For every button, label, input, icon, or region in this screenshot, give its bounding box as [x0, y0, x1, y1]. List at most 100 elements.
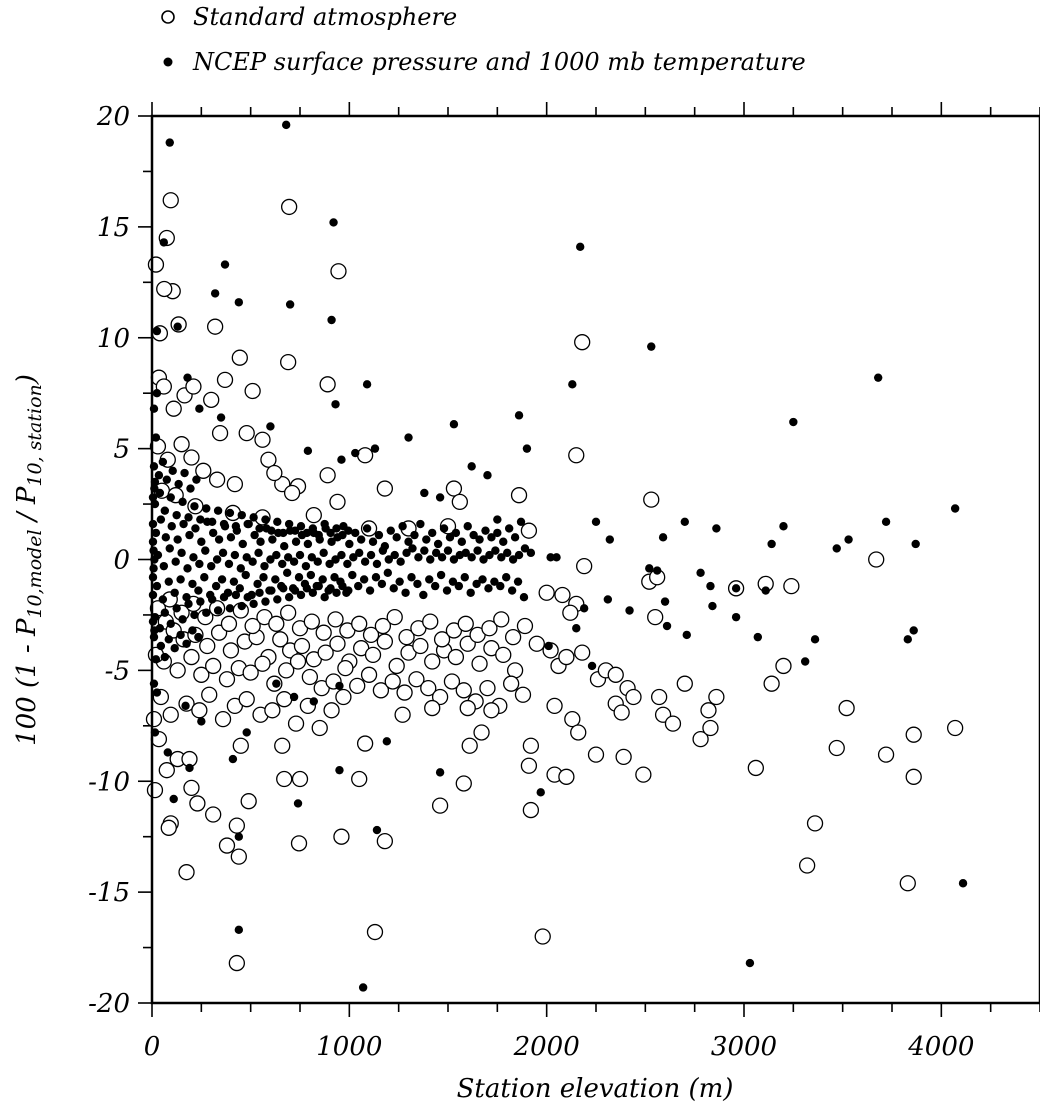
point-ncep	[291, 537, 301, 546]
point-ncep	[283, 553, 293, 562]
point-ncep	[282, 568, 292, 578]
point-standard-atmosphere	[394, 706, 411, 723]
point-standard-atmosphere	[587, 746, 605, 763]
point-standard-atmosphere	[214, 711, 232, 728]
point-ncep	[708, 601, 717, 611]
point-ncep	[469, 530, 478, 540]
point-standard-atmosphere	[228, 954, 246, 972]
point-ncep	[207, 595, 217, 604]
point-ncep	[152, 388, 162, 398]
point-ncep	[294, 573, 304, 582]
point-standard-atmosphere	[783, 577, 800, 595]
point-standard-atmosphere	[422, 613, 439, 630]
point-standard-atmosphere	[362, 626, 380, 644]
point-ncep	[280, 541, 289, 551]
point-ncep	[214, 535, 224, 544]
point-ncep	[308, 524, 318, 533]
point-ncep	[242, 553, 251, 562]
point-ncep	[194, 586, 203, 595]
y-tick-label: -15	[88, 878, 130, 908]
point-ncep	[326, 528, 335, 538]
point-standard-atmosphere	[502, 675, 520, 692]
point-ncep	[473, 546, 482, 555]
point-ncep	[526, 548, 536, 558]
point-standard-atmosphere	[289, 653, 307, 670]
point-ncep	[285, 300, 295, 309]
point-ncep	[404, 537, 413, 546]
point-ncep	[454, 581, 464, 591]
point-standard-atmosphere	[301, 668, 319, 686]
point-ncep	[467, 462, 476, 471]
point-ncep	[389, 584, 398, 593]
point-ncep	[163, 748, 172, 757]
point-ncep	[151, 433, 161, 442]
point-ncep	[190, 610, 199, 620]
point-ncep	[259, 573, 268, 582]
point-ncep	[284, 519, 294, 529]
point-standard-atmosphere	[238, 424, 255, 442]
point-ncep	[228, 754, 238, 764]
point-ncep	[201, 546, 210, 555]
point-ncep	[181, 701, 190, 711]
point-standard-atmosphere	[806, 815, 824, 832]
point-ncep	[436, 570, 446, 580]
point-ncep	[682, 630, 691, 640]
point-ncep	[179, 519, 188, 529]
point-standard-atmosphere	[520, 522, 538, 539]
point-ncep	[420, 488, 429, 498]
point-ncep	[572, 624, 581, 633]
point-ncep	[171, 557, 180, 566]
point-ncep	[313, 557, 322, 566]
y-axis-title: 100 (1 - P10,model / P10, station)	[12, 374, 46, 746]
point-ncep	[430, 581, 440, 591]
point-standard-atmosphere	[222, 642, 240, 659]
point-standard-atmosphere	[329, 493, 346, 510]
point-standard-atmosphere	[647, 609, 664, 626]
point-standard-atmosphere	[461, 737, 478, 754]
point-ncep	[516, 517, 526, 527]
point-ncep	[242, 728, 251, 737]
point-standard-atmosphere	[457, 615, 474, 632]
point-standard-atmosphere	[278, 662, 295, 679]
point-standard-atmosphere	[178, 864, 195, 881]
y-axis-title-suffix: )	[12, 374, 42, 385]
point-standard-atmosphere	[266, 464, 283, 482]
point-ncep	[220, 260, 230, 269]
point-ncep	[344, 586, 353, 595]
point-ncep	[231, 522, 241, 531]
legend-label-ncep: NCEP surface pressure and 1000 mb temper…	[192, 48, 806, 76]
axis-tick-labels: 0 1000 2000 3000 4000 -20 -15 -10 -5 0 5 10 15 20	[88, 102, 974, 1062]
point-ncep	[164, 635, 173, 644]
point-ncep	[384, 555, 393, 564]
point-ncep	[358, 983, 368, 992]
point-ncep	[260, 561, 269, 571]
y-axis-title-middle: / P	[12, 486, 42, 529]
point-ncep	[167, 522, 176, 531]
point-standard-atmosphere	[280, 353, 297, 371]
point-standard-atmosphere	[538, 584, 555, 601]
point-ncep	[185, 763, 194, 773]
point-standard-atmosphere	[763, 675, 780, 692]
point-ncep	[253, 579, 262, 589]
point-standard-atmosphere	[372, 682, 390, 699]
point-ncep	[230, 550, 240, 560]
point-standard-atmosphere	[183, 648, 200, 666]
point-standard-atmosphere	[232, 737, 249, 754]
y-axis-title-sub2: 10, station	[24, 384, 46, 486]
point-ncep	[460, 573, 469, 582]
point-ncep	[166, 493, 175, 502]
point-ncep	[237, 601, 246, 611]
point-ncep	[779, 522, 788, 531]
point-ncep	[154, 471, 164, 480]
point-ncep	[467, 553, 476, 562]
point-ncep	[149, 546, 158, 555]
point-standard-atmosphere	[238, 691, 255, 708]
point-standard-atmosphere	[504, 628, 522, 646]
point-ncep	[422, 535, 431, 544]
point-ncep	[327, 315, 336, 325]
point-standard-atmosphere	[514, 686, 532, 703]
point-ncep	[278, 559, 287, 569]
point-ncep	[449, 555, 459, 564]
point-standard-atmosphere	[455, 775, 472, 792]
